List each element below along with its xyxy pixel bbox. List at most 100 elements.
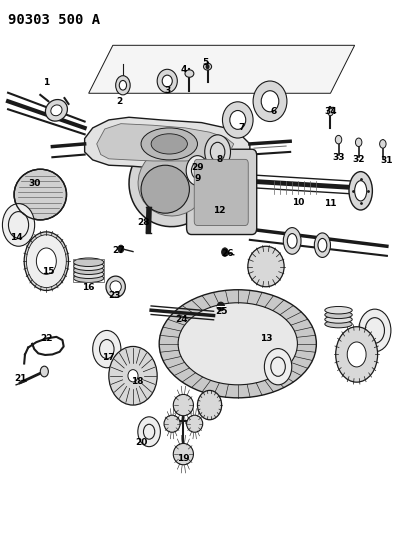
Ellipse shape bbox=[355, 181, 367, 201]
Ellipse shape bbox=[253, 81, 287, 122]
Ellipse shape bbox=[205, 135, 231, 169]
Text: 32: 32 bbox=[352, 156, 365, 164]
Polygon shape bbox=[89, 45, 355, 93]
Ellipse shape bbox=[36, 248, 56, 274]
Ellipse shape bbox=[349, 172, 372, 210]
Circle shape bbox=[40, 366, 48, 377]
Text: 29: 29 bbox=[191, 164, 204, 172]
Ellipse shape bbox=[27, 235, 66, 288]
Ellipse shape bbox=[24, 232, 69, 290]
Polygon shape bbox=[97, 124, 234, 161]
Text: 9: 9 bbox=[194, 174, 201, 183]
Circle shape bbox=[206, 64, 210, 69]
Text: 31: 31 bbox=[380, 157, 393, 165]
Ellipse shape bbox=[204, 63, 212, 70]
Ellipse shape bbox=[51, 105, 62, 116]
Ellipse shape bbox=[264, 349, 292, 385]
Text: 16: 16 bbox=[82, 284, 95, 292]
Ellipse shape bbox=[318, 238, 327, 252]
Ellipse shape bbox=[248, 246, 284, 287]
Ellipse shape bbox=[164, 415, 180, 432]
Ellipse shape bbox=[314, 233, 330, 257]
Ellipse shape bbox=[261, 91, 279, 112]
Circle shape bbox=[328, 108, 333, 116]
Ellipse shape bbox=[347, 342, 366, 367]
Text: 17: 17 bbox=[102, 353, 115, 361]
Circle shape bbox=[380, 140, 386, 148]
Ellipse shape bbox=[109, 346, 157, 405]
Text: 5: 5 bbox=[202, 59, 209, 67]
Text: 24: 24 bbox=[175, 316, 188, 324]
Text: 30: 30 bbox=[28, 180, 40, 188]
Ellipse shape bbox=[325, 320, 352, 328]
Ellipse shape bbox=[197, 390, 222, 420]
FancyBboxPatch shape bbox=[194, 159, 248, 225]
Ellipse shape bbox=[162, 75, 172, 87]
Circle shape bbox=[355, 138, 362, 147]
Text: 13: 13 bbox=[260, 334, 272, 343]
Circle shape bbox=[222, 248, 228, 256]
Ellipse shape bbox=[336, 327, 378, 382]
Circle shape bbox=[335, 135, 342, 144]
Text: 15: 15 bbox=[42, 268, 55, 276]
Ellipse shape bbox=[222, 102, 253, 138]
Ellipse shape bbox=[93, 330, 121, 368]
Ellipse shape bbox=[73, 262, 104, 271]
Ellipse shape bbox=[73, 266, 104, 274]
Ellipse shape bbox=[2, 204, 35, 246]
Circle shape bbox=[119, 80, 127, 90]
Ellipse shape bbox=[138, 147, 208, 216]
Ellipse shape bbox=[178, 303, 297, 385]
Ellipse shape bbox=[141, 128, 197, 160]
Ellipse shape bbox=[359, 309, 391, 352]
Ellipse shape bbox=[173, 394, 193, 416]
Text: 1: 1 bbox=[43, 78, 50, 87]
Ellipse shape bbox=[159, 290, 316, 398]
Ellipse shape bbox=[138, 417, 160, 447]
Text: 2: 2 bbox=[116, 97, 122, 106]
Text: 18: 18 bbox=[131, 377, 143, 385]
Ellipse shape bbox=[73, 270, 104, 279]
Text: 21: 21 bbox=[14, 374, 27, 383]
Text: 19: 19 bbox=[177, 454, 190, 463]
Ellipse shape bbox=[185, 70, 194, 77]
Ellipse shape bbox=[325, 316, 352, 323]
Text: 26: 26 bbox=[221, 249, 234, 257]
FancyBboxPatch shape bbox=[187, 149, 257, 235]
Ellipse shape bbox=[14, 169, 66, 220]
Ellipse shape bbox=[217, 302, 224, 311]
Ellipse shape bbox=[187, 415, 203, 432]
Text: 90303 500 A: 90303 500 A bbox=[8, 13, 100, 27]
Ellipse shape bbox=[186, 156, 209, 185]
Text: 10: 10 bbox=[292, 198, 304, 207]
Text: 34: 34 bbox=[324, 108, 337, 116]
Text: 20: 20 bbox=[135, 438, 147, 447]
Text: 28: 28 bbox=[137, 219, 150, 227]
Text: 25: 25 bbox=[215, 308, 228, 316]
Text: 14: 14 bbox=[10, 233, 23, 241]
Ellipse shape bbox=[151, 134, 187, 154]
Text: 7: 7 bbox=[239, 124, 245, 132]
Ellipse shape bbox=[157, 69, 177, 93]
Text: 4: 4 bbox=[180, 65, 187, 74]
Ellipse shape bbox=[46, 100, 67, 121]
Ellipse shape bbox=[73, 258, 104, 266]
Ellipse shape bbox=[128, 370, 138, 382]
Ellipse shape bbox=[230, 110, 246, 130]
Text: 6: 6 bbox=[271, 108, 277, 116]
Text: 22: 22 bbox=[40, 334, 53, 343]
Circle shape bbox=[118, 245, 124, 253]
Text: 8: 8 bbox=[216, 156, 223, 164]
Circle shape bbox=[116, 76, 130, 95]
Ellipse shape bbox=[325, 311, 352, 319]
Text: 27: 27 bbox=[112, 246, 125, 255]
Ellipse shape bbox=[283, 228, 301, 254]
Text: 23: 23 bbox=[108, 292, 121, 300]
Ellipse shape bbox=[141, 165, 189, 213]
Ellipse shape bbox=[129, 136, 218, 227]
Text: 3: 3 bbox=[164, 86, 170, 95]
Ellipse shape bbox=[325, 306, 352, 314]
Polygon shape bbox=[85, 117, 250, 168]
Ellipse shape bbox=[110, 281, 121, 293]
Text: 11: 11 bbox=[324, 199, 337, 208]
